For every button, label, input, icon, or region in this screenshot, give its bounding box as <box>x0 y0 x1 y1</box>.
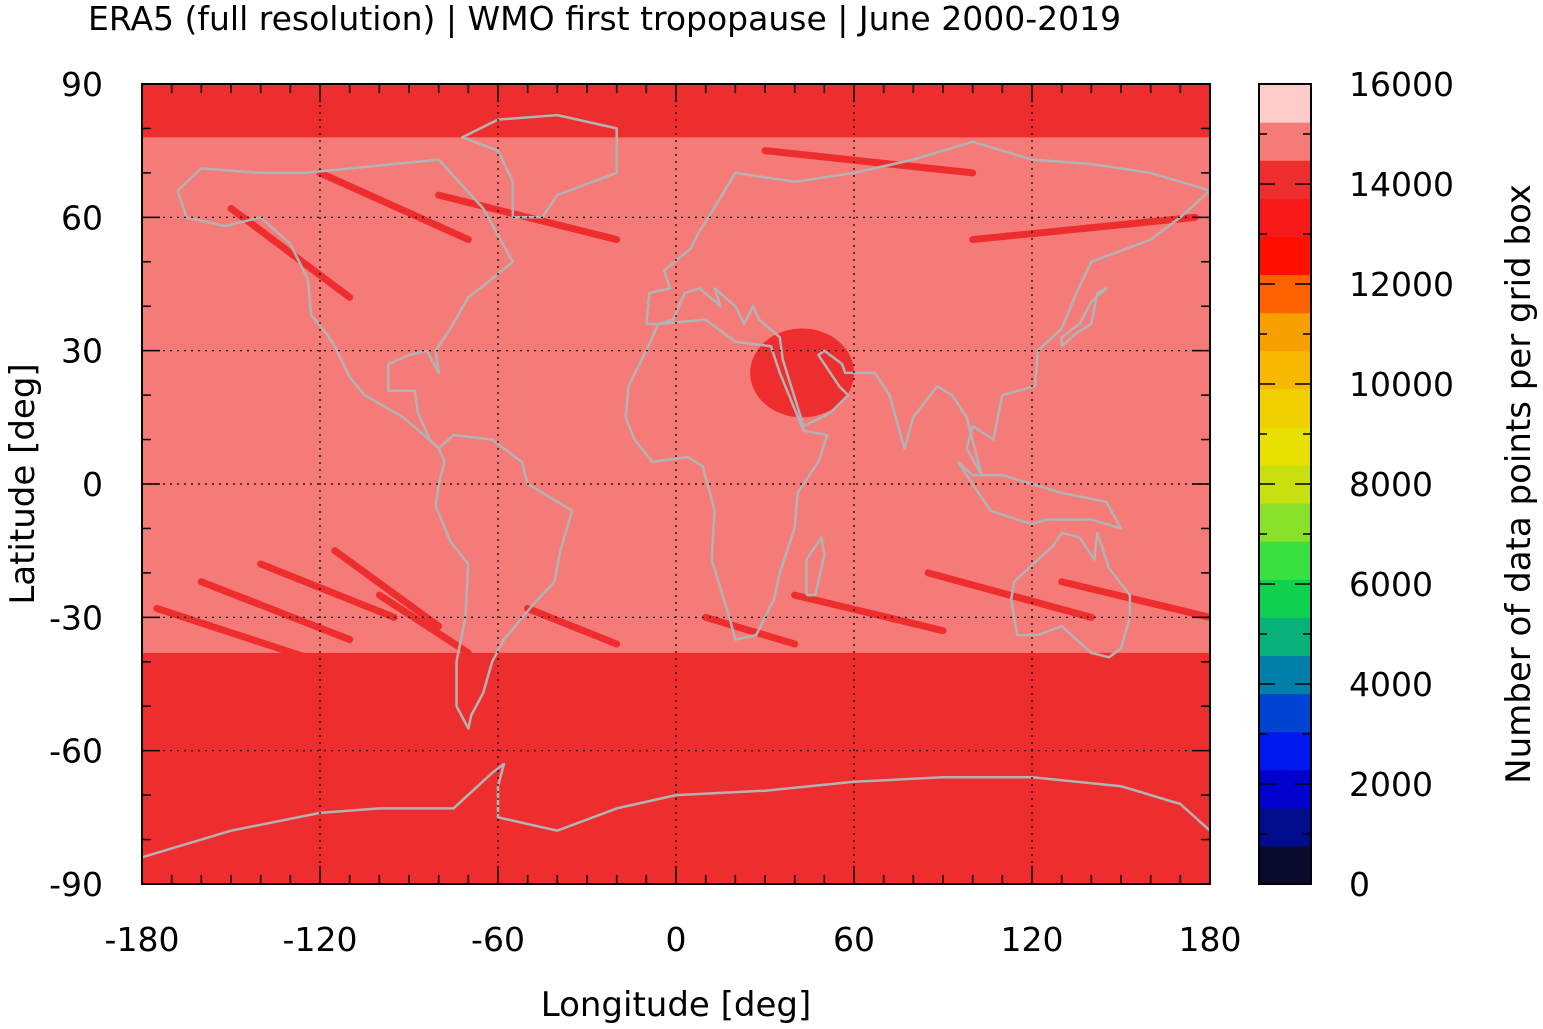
y-tick-label: 90 <box>61 65 103 104</box>
colorbar-swatch <box>1259 769 1311 809</box>
x-tick-label: 120 <box>1001 920 1064 959</box>
y-tick-label: 0 <box>82 465 103 504</box>
coast-greenland <box>461 113 618 219</box>
data-region-layer <box>142 84 1210 884</box>
colorbar-tick-label: 4000 <box>1349 665 1433 704</box>
x-tick-label: -180 <box>105 920 180 959</box>
grid-layer <box>142 84 1210 884</box>
colorbar-swatch <box>1259 312 1311 352</box>
colorbar-tick-label: 6000 <box>1349 565 1433 604</box>
map-plot-area <box>141 83 1211 885</box>
colorbar-tick-label: 16000 <box>1349 65 1454 104</box>
coast-eurasia <box>645 140 1210 477</box>
x-tick-label: 60 <box>833 920 875 959</box>
y-axis-label: Latitude [deg] <box>3 363 43 604</box>
dense-streak <box>969 213 1199 244</box>
colorbar-swatch <box>1259 122 1311 161</box>
y-tick-label: 30 <box>61 332 103 371</box>
colorbar-swatch <box>1259 845 1311 885</box>
colorbar-swatch <box>1259 236 1311 276</box>
axis-ticks <box>141 83 1211 885</box>
dense-streak <box>924 569 1095 621</box>
x-tick-label: 0 <box>666 920 687 959</box>
colorbar-tick-label: 0 <box>1349 865 1370 904</box>
coast-north-america <box>176 158 515 450</box>
colorbar-swatch <box>1259 198 1311 237</box>
dense-streak <box>331 547 443 630</box>
dense-streak <box>257 560 398 621</box>
colorbar-swatch <box>1259 693 1311 733</box>
x-tick-label: 180 <box>1179 920 1242 959</box>
dense-streak <box>197 578 354 644</box>
coast-indonesia <box>956 460 1123 530</box>
chart-title: ERA5 (full resolution) | WMO first tropo… <box>88 0 1121 38</box>
colorbar-tick-label: 2000 <box>1349 765 1433 804</box>
colorbar-swatch <box>1259 617 1311 657</box>
colorbar-tick-label: 12000 <box>1349 265 1454 304</box>
colorbar-swatch <box>1259 84 1311 123</box>
colorbar-swatch <box>1259 579 1311 618</box>
dense-streak <box>1058 578 1210 621</box>
colorbar-label: Number of data points per grid box <box>1499 184 1539 784</box>
colorbar-tick-labels: 16000 14000 12000 10000 8000 6000 4000 2000 0 <box>1349 65 1454 904</box>
x-axis-tick-labels: -180 -120 -60 0 60 120 180 <box>105 920 1242 959</box>
y-tick-label: -90 <box>49 865 103 904</box>
dense-streak <box>702 613 799 648</box>
x-tick-label: -120 <box>283 920 358 959</box>
region-southern-storm-belt <box>142 652 1210 884</box>
x-axis-label: Longitude [deg] <box>541 985 812 1025</box>
colorbar-swatch <box>1259 388 1311 428</box>
colorbar-swatch <box>1259 655 1311 695</box>
dense-streak <box>375 591 472 657</box>
dense-streak <box>227 204 354 301</box>
colorbar: 16000 14000 12000 10000 8000 6000 4000 2000 0 <box>1258 65 1454 904</box>
x-tick-label: -60 <box>471 920 525 959</box>
y-tick-label: -30 <box>49 598 103 637</box>
colorbar-swatch <box>1259 160 1311 199</box>
coast-japan <box>1060 287 1108 348</box>
colorbar-tick-label: 10000 <box>1349 365 1454 404</box>
colorbar-swatch <box>1259 541 1311 580</box>
colorbar-swatches <box>1259 84 1311 885</box>
y-axis-tick-labels: 90 60 30 0 -30 -60 -90 <box>49 65 103 904</box>
colorbar-swatch <box>1259 807 1311 847</box>
y-tick-label: 60 <box>61 198 103 237</box>
dense-streak <box>316 169 472 244</box>
colorbar-ticks <box>1259 83 1311 885</box>
colorbar-swatch <box>1259 731 1311 771</box>
colorbar-swatch <box>1259 274 1311 314</box>
colorbar-tick-label: 8000 <box>1349 465 1433 504</box>
coast-madagascar <box>805 536 826 597</box>
colorbar-swatch <box>1259 426 1311 466</box>
dense-streak <box>761 147 977 177</box>
dense-streak <box>791 591 947 635</box>
coast-south-america <box>434 433 574 730</box>
colorbar-swatch <box>1259 503 1311 542</box>
y-tick-label: -60 <box>49 732 103 771</box>
dense-streak <box>524 604 621 648</box>
colorbar-swatch <box>1259 350 1311 390</box>
colorbar-tick-label: 14000 <box>1349 165 1454 204</box>
coast-africa <box>624 318 829 641</box>
